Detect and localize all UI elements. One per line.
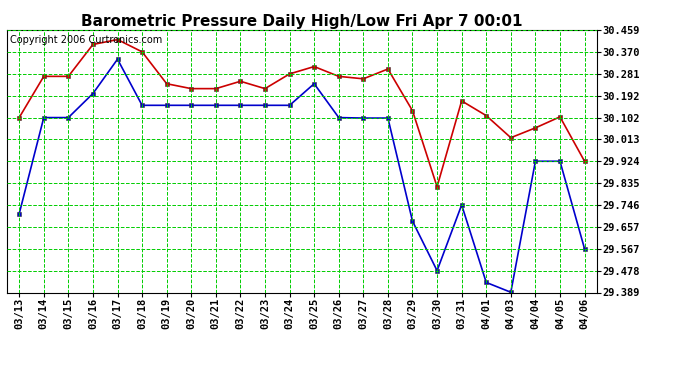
- Text: Copyright 2006 Curtronics.com: Copyright 2006 Curtronics.com: [10, 35, 162, 45]
- Title: Barometric Pressure Daily High/Low Fri Apr 7 00:01: Barometric Pressure Daily High/Low Fri A…: [81, 14, 522, 29]
